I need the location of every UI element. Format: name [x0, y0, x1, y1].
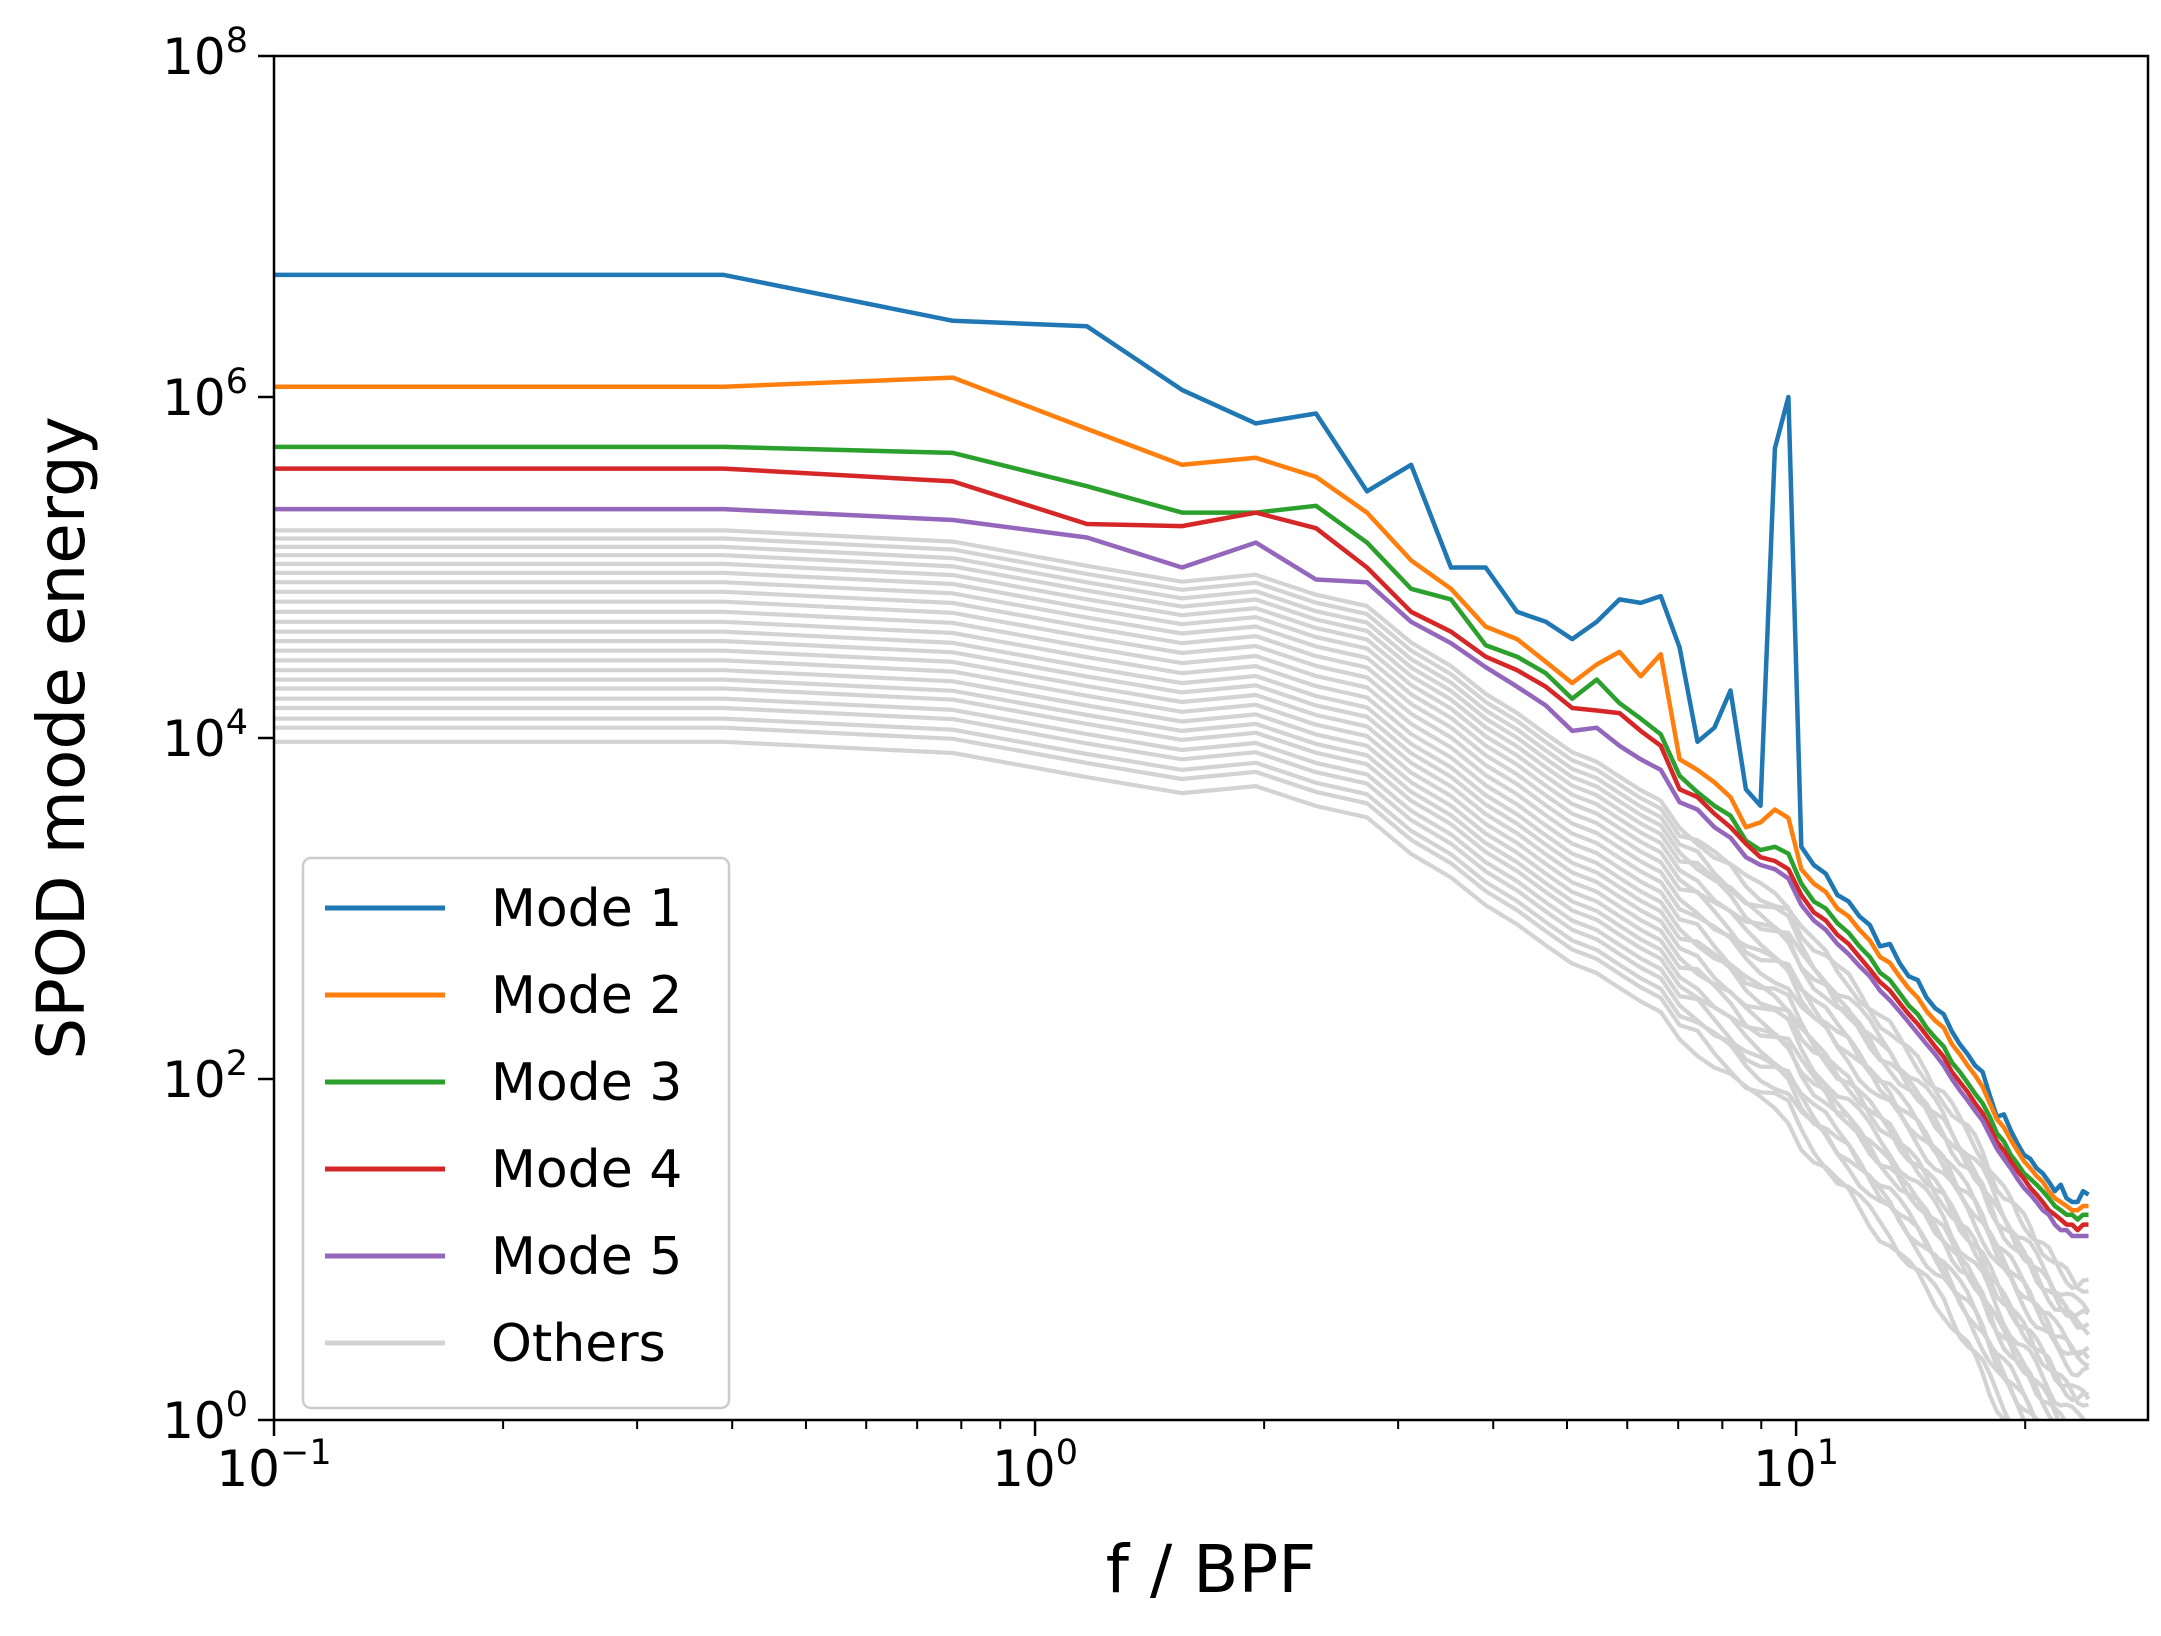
mode-5-line: [274, 506, 2089, 1239]
others-line: [274, 648, 2087, 1420]
others-line: [274, 668, 2061, 1420]
others-line: [274, 629, 2089, 1408]
legend-label: Mode 1: [491, 879, 682, 939]
y-tick-label: 102: [162, 1044, 248, 1109]
others-line: [274, 716, 2027, 1420]
mode-1-line: [274, 272, 2090, 1205]
others-line: [274, 544, 2091, 1314]
others-line: [274, 705, 2038, 1420]
x-axis-title: f / BPF: [1106, 1531, 1316, 1608]
others-line: [274, 696, 2040, 1420]
mode-2-line: [274, 375, 2089, 1213]
others-line: [274, 528, 2089, 1294]
y-tick-label: 108: [162, 21, 248, 86]
x-tick-label: 101: [1753, 1433, 1839, 1498]
legend-label: Mode 5: [491, 1227, 682, 1287]
mode-4-line: [274, 466, 2089, 1233]
legend-label: Mode 4: [491, 1140, 682, 1200]
mode-series-group: [274, 272, 2090, 1239]
legend: Mode 1 Mode 2 Mode 3 Mode 4 Mode 5 Others: [301, 856, 731, 1410]
others-line: [274, 599, 2090, 1368]
legend-label: Others: [491, 1314, 666, 1374]
others-line: [274, 536, 2089, 1291]
y-axis-title: SPOD mode energy: [23, 416, 100, 1060]
others-line: [274, 725, 2011, 1420]
y-tick-label: 100: [162, 1385, 248, 1450]
others-line: [274, 677, 2056, 1420]
others-series-group: [274, 528, 2091, 1420]
y-tick-label: 104: [162, 703, 248, 768]
legend-label: Mode 3: [491, 1053, 682, 1113]
mode-3-line: [274, 444, 2089, 1222]
others-line: [274, 589, 2091, 1360]
others-line: [274, 609, 2090, 1378]
x-tick-label: 100: [992, 1433, 1078, 1498]
others-line: [274, 739, 2011, 1420]
others-line: [274, 570, 2091, 1336]
y-tick-label: 106: [162, 362, 248, 427]
legend-label: Mode 2: [491, 966, 682, 1026]
x-tick-label: 10−1: [216, 1433, 331, 1498]
others-line: [274, 561, 2090, 1320]
others-line: [274, 639, 2089, 1403]
